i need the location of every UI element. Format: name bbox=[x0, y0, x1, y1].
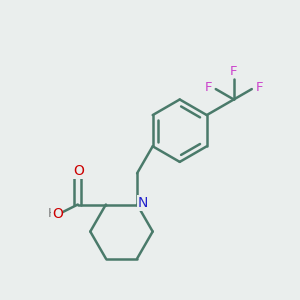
Text: O: O bbox=[74, 164, 84, 178]
Text: F: F bbox=[256, 81, 263, 94]
Text: O: O bbox=[52, 207, 63, 221]
Text: F: F bbox=[230, 65, 238, 78]
Text: H: H bbox=[48, 207, 57, 220]
Text: N: N bbox=[137, 196, 148, 210]
Text: F: F bbox=[205, 81, 212, 94]
